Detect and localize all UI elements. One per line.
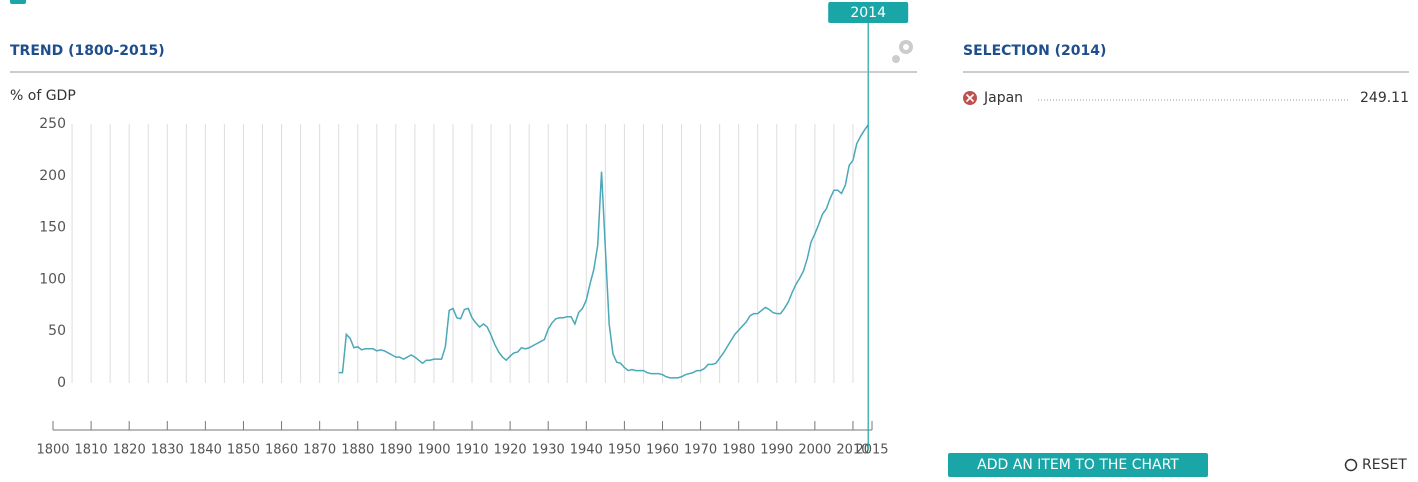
reset-label: RESET xyxy=(1362,457,1407,473)
remove-selection[interactable] xyxy=(963,91,977,105)
x-tick-label: 1870 xyxy=(303,443,336,458)
x-tick-label: 1990 xyxy=(760,443,793,458)
add-button-label: ADD AN ITEM TO THE CHART xyxy=(977,457,1179,473)
y-tick-label: 150 xyxy=(39,220,66,236)
x-tick-label: 1820 xyxy=(113,443,146,458)
x-tick-label: 1800 xyxy=(36,443,69,458)
x-tick-label: 1940 xyxy=(570,443,603,458)
x-tick-label: 1880 xyxy=(341,443,374,458)
selection-value: 249.11 xyxy=(1360,90,1409,106)
x-tick-label: 2015 xyxy=(855,443,888,458)
reset-button[interactable]: RESET xyxy=(1344,457,1408,473)
y-tick-label: 50 xyxy=(48,323,66,339)
add-button[interactable]: ADD AN ITEM TO THE CHART xyxy=(948,453,1208,477)
x-tick-label: 2010 xyxy=(836,443,869,458)
y-tick-label: 200 xyxy=(39,168,66,184)
collapsed-toggle[interactable] xyxy=(10,0,26,4)
y-tick-label: 100 xyxy=(39,271,66,287)
x-tick-label: 1860 xyxy=(265,443,298,458)
chart-title: TREND (1800-2015) xyxy=(10,43,165,59)
y-axis-label: % of GDP xyxy=(10,88,76,104)
x-tick-label: 1810 xyxy=(75,443,108,458)
x-tick-label: 1980 xyxy=(722,443,755,458)
x-tick-label: 1890 xyxy=(379,443,412,458)
y-tick-label: 250 xyxy=(39,116,66,132)
year-handle[interactable]: 2014 xyxy=(828,2,909,23)
settings-icon[interactable] xyxy=(892,40,913,63)
x-tick-label: 1900 xyxy=(417,443,450,458)
selection-title: SELECTION (2014) xyxy=(963,43,1106,59)
x-tick-label: 1850 xyxy=(227,443,260,458)
x-tick-label: 2000 xyxy=(798,443,831,458)
x-tick-label: 1910 xyxy=(455,443,488,458)
x-tick-label: 1970 xyxy=(684,443,717,458)
x-tick-label: 1830 xyxy=(151,443,184,458)
x-tick-label: 1920 xyxy=(494,443,527,458)
x-tick-label: 1960 xyxy=(646,443,679,458)
series-line xyxy=(338,124,869,379)
year-handle-box xyxy=(828,2,909,23)
y-tick-label: 0 xyxy=(57,375,66,391)
x-tick-label: 1930 xyxy=(532,443,565,458)
year-handle-label: 2014 xyxy=(850,5,886,21)
selection-name: Japan xyxy=(983,90,1023,106)
x-tick-label: 1950 xyxy=(608,443,641,458)
plot: 0 50 100 150 200 250 1800 1810 1820 1830 1840 1850 1… xyxy=(36,2,909,458)
x-tick-label: 1840 xyxy=(189,443,222,458)
